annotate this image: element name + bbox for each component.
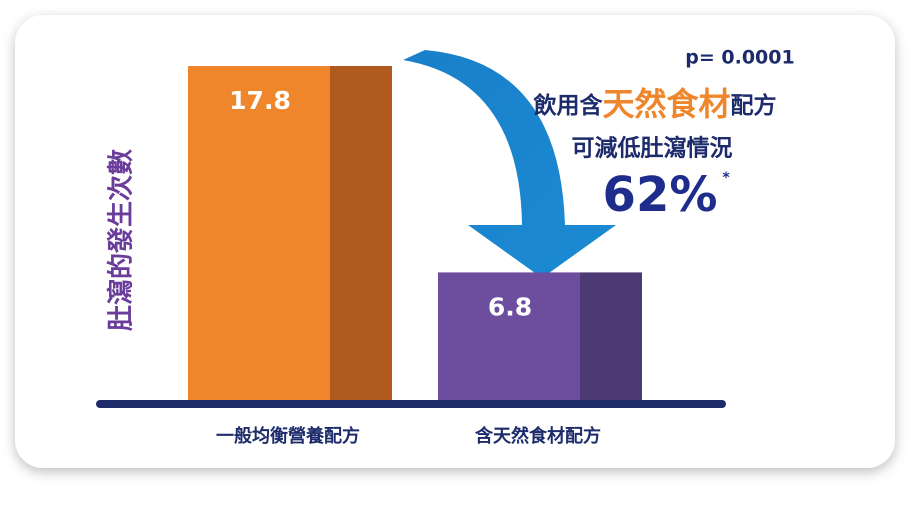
bar (188, 66, 330, 400)
headline: 飲用含天然食材配方 (532, 85, 776, 123)
value-label: 17.8 (229, 86, 291, 115)
reduction: 62% (603, 167, 718, 223)
p-value: p= 0.0001 (685, 47, 794, 69)
footnote-mark: * (722, 170, 730, 186)
x-tick-label: 含天然食材配方 (475, 425, 601, 447)
arrow (403, 50, 616, 278)
bar (438, 272, 580, 400)
subline: 可減低肚瀉情況 (572, 135, 733, 162)
x-tick-label: 一般均衡營養配方 (216, 425, 360, 447)
bar-side (330, 66, 392, 400)
headline-highlight: 天然食材 (602, 85, 730, 123)
y-axis-label: 肚瀉的發生次數 (106, 149, 137, 331)
headline-text: 飲用含 (532, 92, 603, 119)
headline-text: 配方 (731, 92, 777, 119)
bars (188, 66, 642, 400)
value-label: 6.8 (488, 292, 532, 321)
bar-side (580, 272, 642, 400)
